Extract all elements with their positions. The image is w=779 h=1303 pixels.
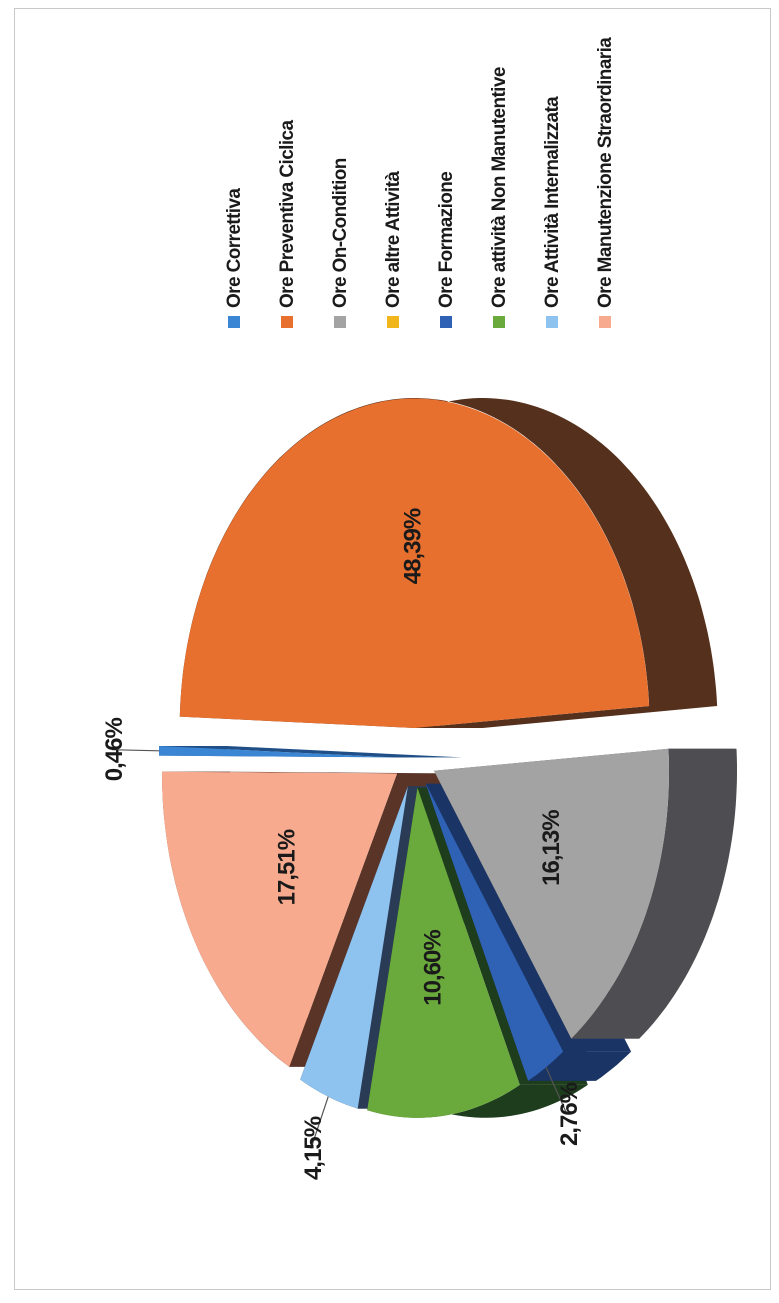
data-labels: 0,46% 48,39% 16,13% 2,76% 10,60% 4,15% 17,51% [101, 508, 583, 1180]
legend-item-ore-attivita-non-manutentive: Ore attività Non Manutentive [489, 67, 510, 328]
leader-ore-correttiva [112, 749, 160, 752]
legend: Ore Correttiva Ore Preventiva Ciclica Ore … [224, 37, 616, 328]
data-label-ore-attivita-internalizzata: 4,15% [300, 1116, 327, 1180]
legend-label: Ore Attività Internalizzata [542, 96, 563, 308]
data-label-ore-attivita-non-manutentive: 10,60% [420, 930, 447, 1006]
slice-ore-attivita-non-manutentive [367, 787, 520, 1118]
slice-side-ore-attivita-non-manutentive [367, 1084, 588, 1118]
slice-ore-formazione [425, 783, 564, 1081]
slice-ore-attivita-internalizzata [300, 786, 408, 1109]
legend-label: Ore Manutenzione Straordinaria [595, 37, 616, 308]
legend-label: Ore attività Non Manutentive [489, 67, 510, 308]
slice-wall-ore-formazione-1 [425, 783, 597, 1081]
slice-wall-ore-correttiva-1 [159, 746, 463, 758]
chart-frame [14, 8, 771, 1290]
legend-swatch [228, 316, 240, 328]
legend-item-ore-altre-attivita: Ore altre Attività [383, 171, 404, 328]
slice-side-ore-on-condition [571, 748, 737, 1039]
legend-item-ore-preventiva-ciclica: Ore Preventiva Ciclica [277, 119, 298, 328]
leader-ore-attivita-internalizzata [310, 1096, 329, 1149]
legend-swatch [546, 316, 558, 328]
data-label-ore-formazione: 2,76% [556, 1082, 583, 1146]
legend-swatch [440, 316, 452, 328]
legend-item-ore-correttiva: Ore Correttiva [224, 188, 245, 328]
data-label-ore-on-condition: 16,13% [538, 810, 565, 886]
data-label-ore-manutenzione-straordinaria: 17,51% [274, 829, 301, 905]
legend-label: Ore Formazione [436, 172, 457, 308]
slice-wall-ore-preventiva-ciclica-1 [414, 706, 718, 729]
legend-label: Ore Correttiva [224, 188, 245, 308]
slice-ore-on-condition [434, 748, 669, 1039]
legend-swatch [387, 316, 399, 328]
slice-wall-ore-manutenzione-straordinaria-1 [162, 771, 466, 774]
data-label-ore-correttiva: 0,46% [101, 718, 128, 782]
legend-item-ore-formazione: Ore Formazione [436, 172, 457, 328]
legend-label: Ore altre Attività [383, 171, 404, 308]
legend-item-ore-on-condition: Ore On-Condition [330, 158, 351, 328]
legend-swatch [334, 316, 346, 328]
legend-swatch [493, 316, 505, 328]
slice-ore-correttiva [159, 746, 395, 758]
slice-ore-preventiva-ciclica [179, 398, 650, 729]
legend-item-ore-attivita-internalizzata: Ore Attività Internalizzata [542, 96, 563, 328]
legend-label: Ore On-Condition [330, 158, 351, 308]
legend-swatch [599, 316, 611, 328]
pie-tops [159, 398, 669, 1118]
leader-ore-formazione [545, 1067, 568, 1115]
legend-item-ore-manutenzione-straordinaria: Ore Manutenzione Straordinaria [595, 37, 616, 328]
leader-lines [112, 749, 568, 1149]
slice-ore-manutenzione-straordinaria [161, 771, 398, 1067]
data-label-ore-preventiva-ciclica: 48,39% [400, 508, 427, 584]
legend-swatch [281, 316, 293, 328]
legend-label: Ore Preventiva Ciclica [277, 119, 298, 308]
